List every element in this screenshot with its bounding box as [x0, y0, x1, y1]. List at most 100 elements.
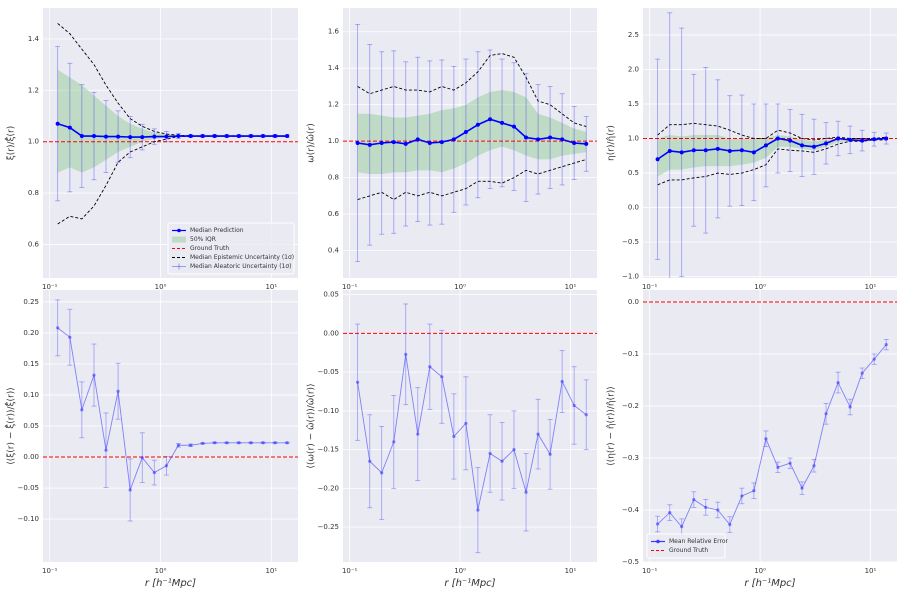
point: [236, 134, 241, 139]
y-tick-label: −0.05: [318, 368, 339, 376]
x-tick-label: 10⁻¹: [342, 283, 358, 291]
point: [800, 486, 804, 490]
iqr-band: [357, 90, 587, 175]
y-axis-label: ⟨(η(r) − η̂(r))/η̂(r)⟩: [606, 386, 617, 466]
y-tick-label: −0.15: [318, 446, 339, 454]
point: [128, 135, 133, 140]
legend-box: [167, 222, 295, 275]
point: [152, 470, 156, 475]
point: [261, 441, 265, 445]
point: [764, 437, 768, 441]
point: [188, 134, 193, 139]
point: [463, 130, 468, 135]
y-tick-label: −1.0: [622, 273, 639, 281]
point: [201, 441, 205, 445]
point: [800, 143, 805, 148]
point: [500, 459, 504, 463]
series-line: [57, 327, 288, 491]
point: [788, 138, 793, 143]
point: [140, 456, 144, 460]
point: [273, 134, 278, 139]
y-tick-label: 0.6: [28, 241, 40, 249]
y-tick-label: 1.4: [28, 35, 40, 43]
legend-label: Mean Relative Error: [669, 538, 729, 545]
point: [524, 490, 528, 494]
y-tick-label: 2.0: [628, 65, 639, 73]
x-tick-label: 10⁻¹: [642, 567, 658, 575]
point: [152, 134, 157, 139]
x-tick-label: 10⁻¹: [42, 283, 58, 291]
x-tick-label: 10⁰: [155, 567, 167, 575]
point: [391, 140, 396, 145]
x-axis-label: r [h⁻¹Mpc]: [444, 578, 495, 589]
epistemic-line: [357, 53, 587, 128]
legend-swatch: [177, 228, 181, 233]
point: [176, 134, 181, 139]
y-tick-label: 2.5: [628, 31, 639, 39]
y-tick-label: 1.0: [328, 137, 339, 145]
plot-content: [43, 8, 298, 278]
point: [488, 451, 492, 456]
point: [261, 134, 266, 139]
point: [728, 522, 732, 527]
legend-swatch: [172, 236, 186, 243]
point: [715, 146, 720, 151]
point: [367, 142, 372, 147]
point: [727, 148, 732, 153]
legend-box: [646, 533, 726, 559]
point: [788, 461, 792, 465]
point: [679, 150, 684, 155]
y-tick-label: 1.6: [328, 28, 340, 36]
point: [285, 441, 289, 445]
point: [488, 117, 493, 122]
y-tick-label: 1.0: [628, 135, 639, 143]
y-tick-label: 0.15: [23, 360, 39, 368]
y-tick-label: 1.2: [28, 86, 39, 94]
x-tick-label: 10¹: [565, 283, 577, 291]
y-tick-label: −0.10: [318, 407, 339, 415]
plot-content: [343, 8, 597, 278]
point: [80, 408, 84, 412]
point: [200, 134, 205, 139]
legend-label: Median Prediction: [190, 227, 244, 234]
point: [356, 380, 360, 384]
point: [140, 135, 145, 140]
point: [655, 157, 660, 162]
y-axis-label: ξ(r)/ξ̂(r): [4, 126, 17, 161]
y-tick-label: 0.20: [23, 329, 39, 337]
y-tick-label: −0.1: [622, 350, 639, 358]
point: [584, 141, 589, 146]
point: [237, 441, 241, 445]
point: [692, 497, 696, 502]
point: [836, 380, 840, 385]
point: [524, 135, 529, 140]
y-tick-label: 0.05: [323, 291, 339, 299]
y-tick-label: 0.10: [23, 391, 39, 399]
point: [164, 464, 169, 468]
point: [164, 134, 169, 139]
x-axis-label: r [h⁻¹Mpc]: [145, 578, 196, 589]
point: [691, 148, 696, 153]
point: [703, 148, 708, 153]
point: [704, 505, 708, 509]
x-axis-label: r [h⁻¹Mpc]: [744, 578, 795, 589]
point: [536, 432, 540, 436]
point: [860, 138, 865, 143]
x-tick-label: 10¹: [265, 283, 277, 291]
point: [464, 421, 468, 425]
epistemic-line: [357, 158, 587, 201]
point: [248, 134, 253, 139]
y-tick-label: 0.4: [328, 247, 340, 255]
point: [128, 488, 132, 492]
point: [403, 141, 408, 146]
point: [404, 352, 408, 356]
point: [104, 448, 108, 452]
point: [116, 134, 121, 139]
epistemic-line: [657, 122, 887, 141]
point: [189, 443, 193, 447]
y-tick-label: 0.8: [328, 174, 339, 182]
point: [572, 141, 577, 145]
point: [212, 134, 217, 139]
point: [752, 489, 756, 493]
